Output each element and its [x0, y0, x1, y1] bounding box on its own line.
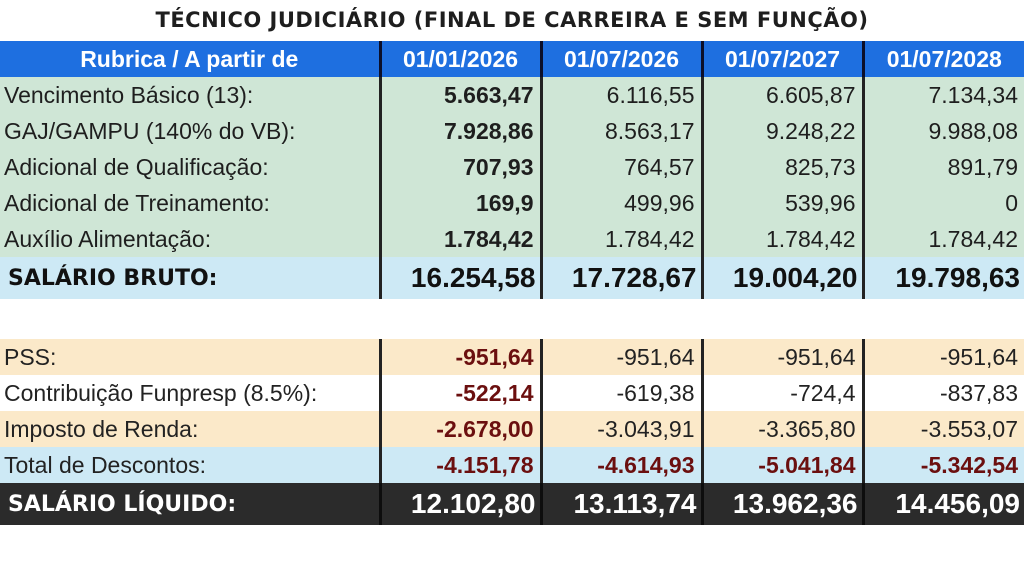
- cell-value: 9.248,22: [700, 113, 863, 149]
- cell-value: 499,96: [539, 185, 702, 221]
- cell-value: -724,4: [700, 375, 863, 411]
- total-deductions-row: Total de Descontos: -4.151,78 -4.614,93 …: [0, 447, 1024, 483]
- header-date-2: 01/07/2026: [539, 41, 702, 77]
- cell-value: 6.116,55: [539, 77, 702, 113]
- header-date-3: 01/07/2027: [700, 41, 863, 77]
- net-label: SALÁRIO LÍQUIDO:: [0, 483, 380, 525]
- net-value: 14.456,09: [861, 483, 1024, 525]
- table-row: Vencimento Básico (13): 5.663,47 6.116,5…: [0, 77, 1024, 113]
- table-row: Adicional de Qualificação: 707,93 764,57…: [0, 149, 1024, 185]
- total-deductions-label: Total de Descontos:: [0, 447, 380, 483]
- cell-value: -951,64: [539, 339, 702, 375]
- cell-value: -2.678,00: [378, 411, 541, 447]
- row-label: Vencimento Básico (13):: [0, 77, 380, 113]
- cell-value: 6.605,87: [700, 77, 863, 113]
- cell-value: -951,64: [700, 339, 863, 375]
- header-row: Rubrica / A partir de 01/01/2026 01/07/2…: [0, 41, 1024, 77]
- header-date-1: 01/01/2026: [378, 41, 541, 77]
- row-label: Contribuição Funpresp (8.5%):: [0, 375, 380, 411]
- net-salary-row: SALÁRIO LÍQUIDO: 12.102,80 13.113,74 13.…: [0, 483, 1024, 525]
- gross-value: 16.254,58: [378, 257, 541, 299]
- cell-value: 539,96: [700, 185, 863, 221]
- total-deductions-value: -4.614,93: [539, 447, 702, 483]
- net-value: 12.102,80: [378, 483, 541, 525]
- gross-salary-row: SALÁRIO BRUTO: 16.254,58 17.728,67 19.00…: [0, 257, 1024, 299]
- cell-value: 169,9: [378, 185, 541, 221]
- cell-value: -837,83: [861, 375, 1024, 411]
- cell-value: -3.043,91: [539, 411, 702, 447]
- total-deductions-value: -5.342,54: [861, 447, 1024, 483]
- row-label: Auxílio Alimentação:: [0, 221, 380, 257]
- cell-value: -619,38: [539, 375, 702, 411]
- gross-value: 17.728,67: [539, 257, 702, 299]
- table-title: TÉCNICO JUDICIÁRIO (FINAL DE CARREIRA E …: [155, 8, 869, 32]
- cell-value: 7.928,86: [378, 113, 541, 149]
- cell-value: -522,14: [378, 375, 541, 411]
- gross-value: 19.798,63: [861, 257, 1024, 299]
- cell-value: 5.663,47: [378, 77, 541, 113]
- cell-value: 0: [861, 185, 1024, 221]
- row-label: GAJ/GAMPU (140% do VB):: [0, 113, 380, 149]
- table-row: GAJ/GAMPU (140% do VB): 7.928,86 8.563,1…: [0, 113, 1024, 149]
- row-label: Adicional de Treinamento:: [0, 185, 380, 221]
- cell-value: 1.784,42: [700, 221, 863, 257]
- gross-value: 19.004,20: [700, 257, 863, 299]
- cell-value: 891,79: [861, 149, 1024, 185]
- cell-value: -3.365,80: [700, 411, 863, 447]
- cell-value: -951,64: [861, 339, 1024, 375]
- row-label: PSS:: [0, 339, 380, 375]
- table-row: Auxílio Alimentação: 1.784,42 1.784,42 1…: [0, 221, 1024, 257]
- cell-value: 764,57: [539, 149, 702, 185]
- total-deductions-value: -5.041,84: [700, 447, 863, 483]
- net-value: 13.962,36: [700, 483, 863, 525]
- cell-value: -3.553,07: [861, 411, 1024, 447]
- gross-label: SALÁRIO BRUTO:: [0, 257, 380, 299]
- table-row: Contribuição Funpresp (8.5%): -522,14 -6…: [0, 375, 1024, 411]
- total-deductions-value: -4.151,78: [378, 447, 541, 483]
- cell-value: 1.784,42: [539, 221, 702, 257]
- net-value: 13.113,74: [539, 483, 702, 525]
- deductions-table: PSS: -951,64 -951,64 -951,64 -951,64 Con…: [0, 339, 1024, 525]
- cell-value: 8.563,17: [539, 113, 702, 149]
- row-label: Imposto de Renda:: [0, 411, 380, 447]
- row-label: Adicional de Qualificação:: [0, 149, 380, 185]
- table-row: Adicional de Treinamento: 169,9 499,96 5…: [0, 185, 1024, 221]
- table-row: PSS: -951,64 -951,64 -951,64 -951,64: [0, 339, 1024, 375]
- cell-value: -951,64: [378, 339, 541, 375]
- earnings-table: Rubrica / A partir de 01/01/2026 01/07/2…: [0, 41, 1024, 299]
- table-row: Imposto de Renda: -2.678,00 -3.043,91 -3…: [0, 411, 1024, 447]
- header-date-4: 01/07/2028: [861, 41, 1024, 77]
- cell-value: 1.784,42: [861, 221, 1024, 257]
- cell-value: 707,93: [378, 149, 541, 185]
- header-label: Rubrica / A partir de: [0, 41, 380, 77]
- cell-value: 9.988,08: [861, 113, 1024, 149]
- cell-value: 1.784,42: [378, 221, 541, 257]
- cell-value: 825,73: [700, 149, 863, 185]
- cell-value: 7.134,34: [861, 77, 1024, 113]
